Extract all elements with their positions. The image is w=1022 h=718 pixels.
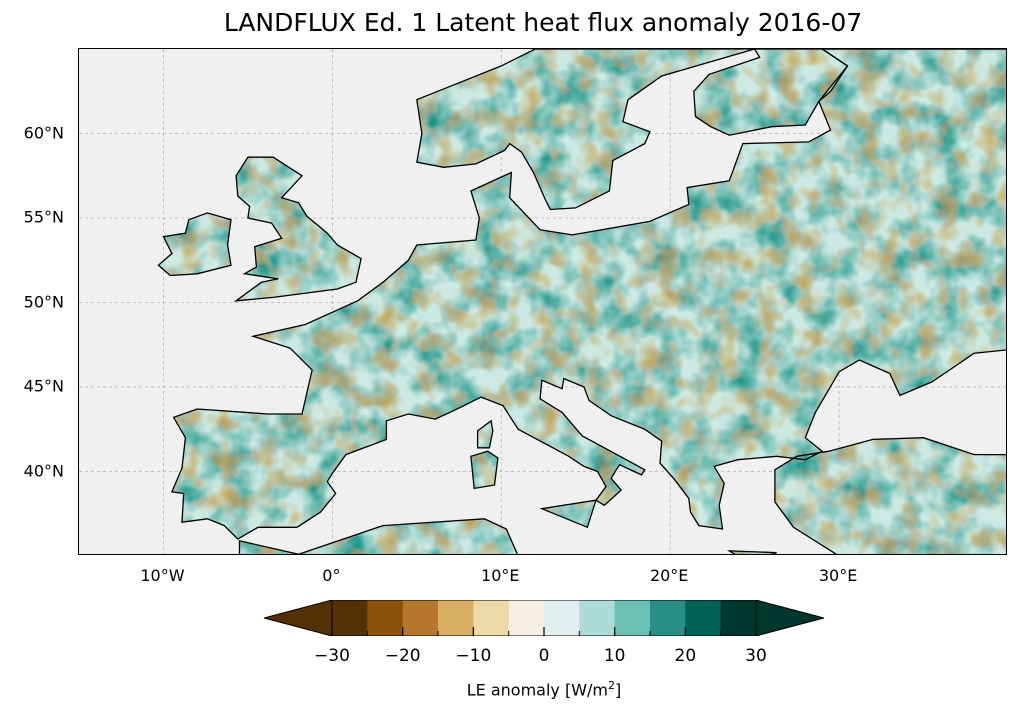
colorbar-tick-label: −10 bbox=[455, 646, 492, 666]
coastline bbox=[539, 499, 597, 529]
colorbar-segment bbox=[332, 600, 368, 636]
lat-label: 45°N bbox=[23, 376, 64, 396]
map-title: LANDFLUX Ed. 1 Latent heat flux anomaly … bbox=[223, 8, 863, 37]
coastline bbox=[157, 212, 232, 277]
anomaly-map[interactable] bbox=[79, 49, 1007, 555]
colorbar-segment bbox=[402, 600, 439, 636]
lon-label: 20°E bbox=[649, 566, 689, 585]
coastline bbox=[170, 49, 1006, 540]
colorbar-tick-label: 0 bbox=[538, 646, 550, 666]
colorbar bbox=[264, 600, 824, 636]
lat-label: 50°N bbox=[23, 292, 64, 311]
colorbar-segment bbox=[685, 600, 722, 636]
colorbar-label-end: ] bbox=[615, 680, 622, 700]
coastline bbox=[416, 49, 1006, 211]
colorbar-segment bbox=[473, 600, 510, 636]
coastline bbox=[726, 550, 777, 554]
colorbar-tick-label: −30 bbox=[314, 646, 350, 666]
colorbar-label-text: LE anomaly [W/m bbox=[466, 680, 609, 700]
lon-label: 0° bbox=[322, 566, 341, 585]
lat-label: 55°N bbox=[23, 207, 64, 227]
map-panel[interactable] bbox=[78, 48, 1007, 555]
anomaly-field bbox=[158, 49, 1006, 554]
colorbar-segment bbox=[508, 600, 545, 636]
lon-label: 10°E bbox=[481, 566, 520, 585]
coastlines-borders bbox=[157, 49, 1006, 554]
coastline bbox=[233, 156, 362, 302]
coastline bbox=[470, 450, 499, 490]
colorbar-label-sup: 2 bbox=[608, 679, 616, 692]
colorbar-extend-max bbox=[755, 600, 824, 636]
lat-label: 60°N bbox=[23, 123, 64, 142]
lon-label: 30°E bbox=[818, 566, 858, 585]
colorbar-label: LE anomaly [W/m2] bbox=[264, 679, 824, 699]
coastline bbox=[238, 518, 519, 554]
colorbar-tick-label: −20 bbox=[384, 646, 421, 666]
colorbar-tick-label: 20 bbox=[674, 646, 697, 666]
colorbar-segment bbox=[579, 600, 616, 636]
colorbar-segment bbox=[720, 600, 757, 636]
colorbar-outline bbox=[331, 600, 757, 636]
colorbar-segment bbox=[650, 600, 686, 636]
colorbar-segment bbox=[614, 600, 651, 636]
colorbar-extend-min bbox=[264, 600, 333, 636]
coastline bbox=[476, 419, 494, 449]
lon-label: 10°W bbox=[140, 566, 185, 585]
lat-label: 40°N bbox=[23, 461, 64, 480]
colorbar-segment bbox=[544, 600, 580, 636]
colorbar-tick-label: 30 bbox=[745, 646, 767, 666]
anomaly-texture bbox=[158, 49, 1006, 554]
colorbar-segment bbox=[438, 600, 474, 636]
coastline bbox=[774, 437, 1006, 554]
colorbar-segment bbox=[367, 600, 404, 636]
colorbar-tick-label: 10 bbox=[603, 646, 626, 666]
